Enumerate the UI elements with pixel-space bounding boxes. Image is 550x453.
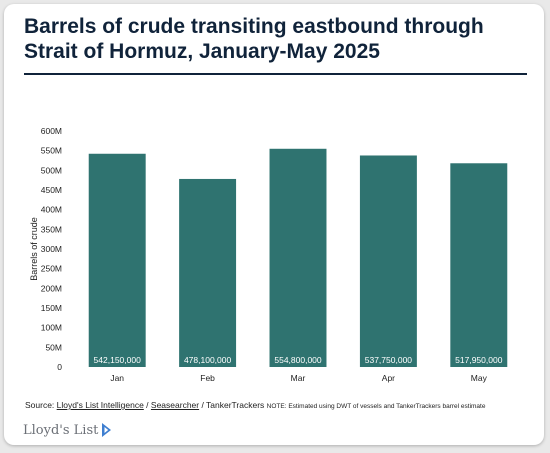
data-label: 542,150,000 <box>94 355 142 365</box>
bar-mar <box>269 148 327 367</box>
x-tick-label: Jan <box>110 373 124 383</box>
logo-wordmark: Lloyd's List <box>23 422 99 438</box>
bar-chart: 0 50M 100M 150M 200M 250M 300M 350M 400M 450M 500M… <box>29 126 508 383</box>
data-label: 517,950,000 <box>455 355 503 365</box>
y-tick-label: 500M <box>41 165 62 175</box>
bar-jan <box>88 153 146 367</box>
y-tick-label: 100M <box>41 323 62 333</box>
x-tick-label: May <box>471 373 488 383</box>
bar-apr <box>359 155 417 367</box>
lloyds-list-logo: Lloyd's List <box>23 420 113 440</box>
data-label: 537,750,000 <box>365 355 413 365</box>
y-tick-label: 200M <box>41 283 62 293</box>
source-link-seasearcher[interactable]: Seasearcher <box>150 400 200 410</box>
source-line: Source: Lloyd's List Intelligence / Seas… <box>25 400 540 410</box>
x-tick-label: Mar <box>291 373 306 383</box>
y-tick-label: 250M <box>41 264 62 274</box>
chart-title: Barrels of crude transiting eastbound th… <box>24 15 484 63</box>
y-tick-label: 600M <box>41 126 62 136</box>
source-prefix: Source: <box>25 400 57 410</box>
chart-card: Barrels of crude transiting eastbound th… <box>4 4 544 445</box>
source-tankertrackers: / TankerTrackers <box>199 400 267 410</box>
data-label: 478,100,000 <box>184 355 232 365</box>
y-tick-label: 550M <box>41 146 62 156</box>
y-tick-label: 50M <box>45 342 62 352</box>
source-note: NOTE: Estimated using DWT of vessels and… <box>266 403 486 410</box>
bar-feb <box>179 178 237 367</box>
x-tick-label: Apr <box>382 373 395 383</box>
x-tick-label: Feb <box>200 373 215 383</box>
y-tick-label: 400M <box>41 205 62 215</box>
y-tick-label: 150M <box>41 303 62 313</box>
y-tick-label: 0 <box>57 362 62 372</box>
source-link-lloyds-list-intelligence[interactable]: Lloyd's List Intelligence <box>56 400 144 410</box>
y-tick-label: 350M <box>41 224 62 234</box>
title-divider <box>24 73 527 75</box>
data-label: 554,800,000 <box>274 355 322 365</box>
source-separator: / <box>143 400 151 410</box>
y-tick-label: 300M <box>41 244 62 254</box>
y-tick-label: 450M <box>41 185 62 195</box>
logo-arrow-icon <box>102 423 112 437</box>
y-axis-title: Barrels of crude <box>29 217 39 281</box>
bar-may <box>450 163 508 367</box>
